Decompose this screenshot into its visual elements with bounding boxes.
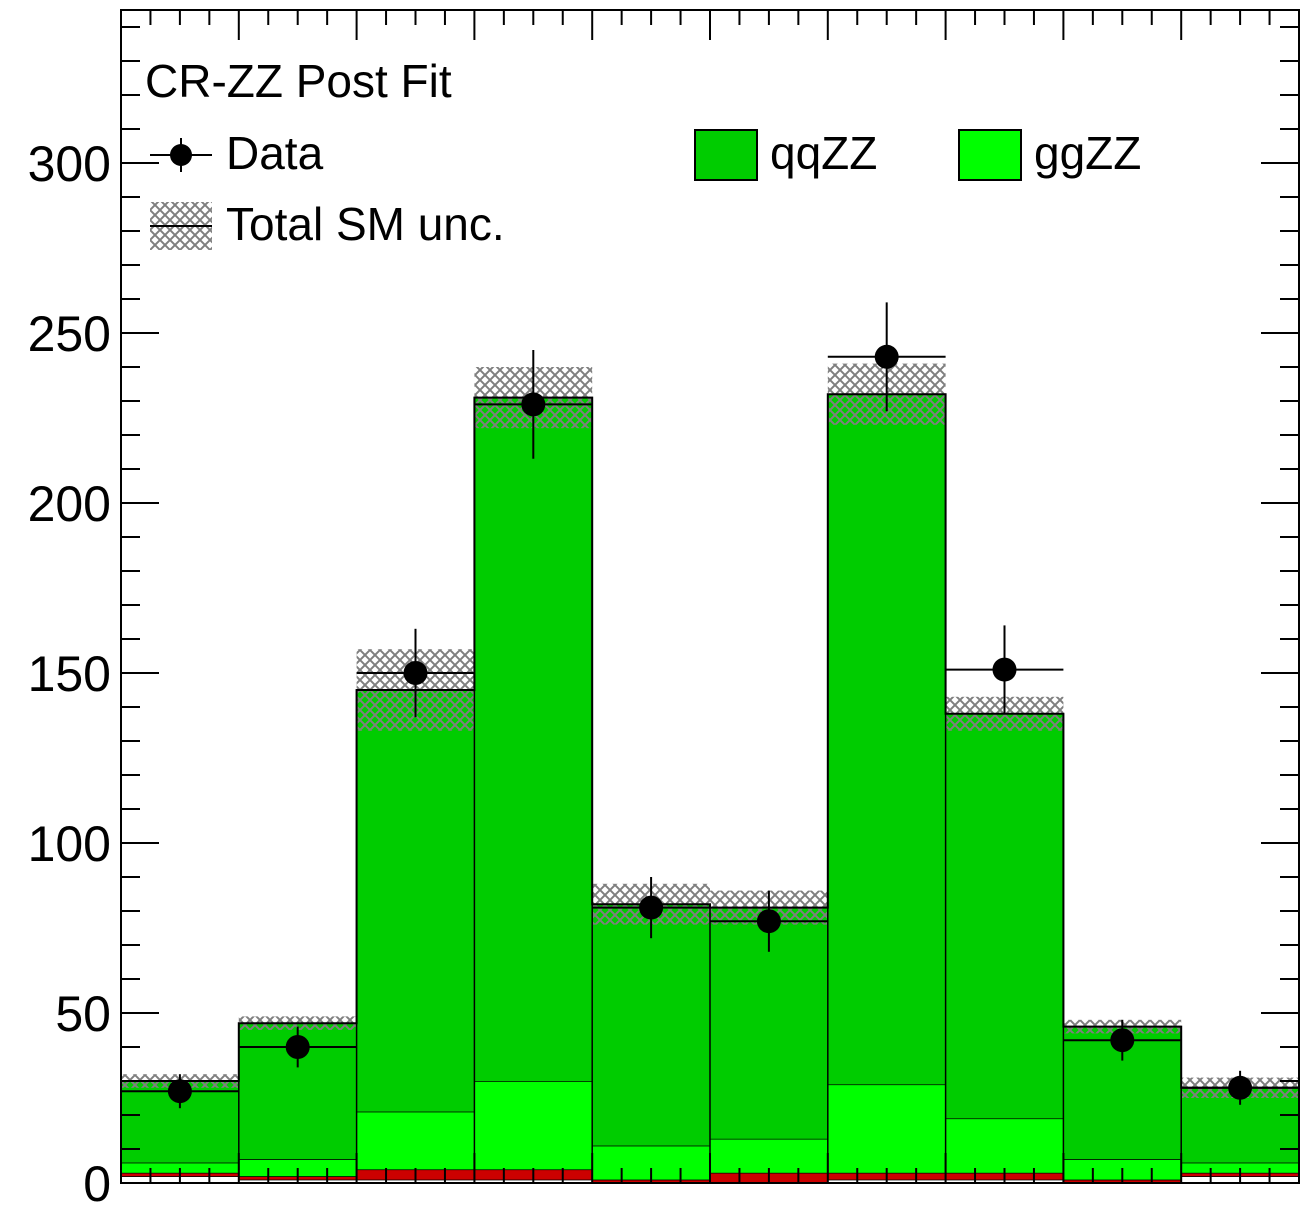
bar-ggzz-3 [474,1081,593,1170]
legend-data-marker [170,144,192,166]
bar-ggzz-0 [121,1162,239,1173]
data-point-3 [521,392,546,417]
bar-ggzz-5 [710,1138,828,1173]
bar-ggzz-7 [945,1118,1064,1173]
y-tick-label-50: 50 [55,986,111,1042]
y-tick-label-100: 100 [28,816,111,872]
bar-ggzz-2 [356,1111,475,1170]
data-point-4 [639,895,664,920]
legend: CR-ZZ Post Fit Data Total SM unc. qqZZ g… [145,55,1141,250]
legend-ggzz-label: ggZZ [1034,127,1141,179]
y-tick-label-300: 300 [28,136,111,192]
data-point-2 [403,661,428,685]
bar-qqzz-7 [945,713,1064,1119]
data-point-5 [756,909,781,934]
data-point-6 [874,344,899,369]
bar-qqzz-4 [592,904,710,1146]
y-tick-label-250: 250 [28,306,111,362]
data-point-7 [992,657,1017,682]
y-tick-label-150: 150 [28,646,111,702]
bar-qqzz-2 [356,690,475,1112]
y-axis-tick-labels: 0 50 100 150 200 250 300 [28,136,111,1205]
plot-frame [120,9,1300,1184]
bar-ggzz-9 [1181,1162,1299,1173]
y-tick-label-0: 0 [83,1156,111,1205]
legend-ggzz-entry: ggZZ [958,127,1141,181]
data-point-0 [167,1079,192,1104]
bar-ggzz-6 [827,1084,946,1173]
legend-data-label: Data [226,127,324,179]
bar-qqzz-3 [474,397,593,1082]
legend-qqzz-swatch [694,129,758,181]
region-label: CR-ZZ Post Fit [145,55,452,107]
data-point-9 [1228,1075,1253,1100]
stacked-histogram [121,393,1299,1183]
bar-qqzz-6 [827,394,946,1085]
data-point-1 [285,1035,310,1059]
legend-ggzz-swatch [958,129,1022,181]
legend-qqzz-entry: qqZZ [694,127,877,181]
legend-qqzz-label: qqZZ [770,127,877,179]
data-point-8 [1110,1028,1135,1053]
data-points [121,302,1299,1109]
legend-unc-entry: Total SM unc. [150,198,505,250]
legend-unc-label: Total SM unc. [226,198,505,250]
legend-data-entry: Data [150,127,324,179]
y-tick-label-200: 200 [28,476,111,532]
